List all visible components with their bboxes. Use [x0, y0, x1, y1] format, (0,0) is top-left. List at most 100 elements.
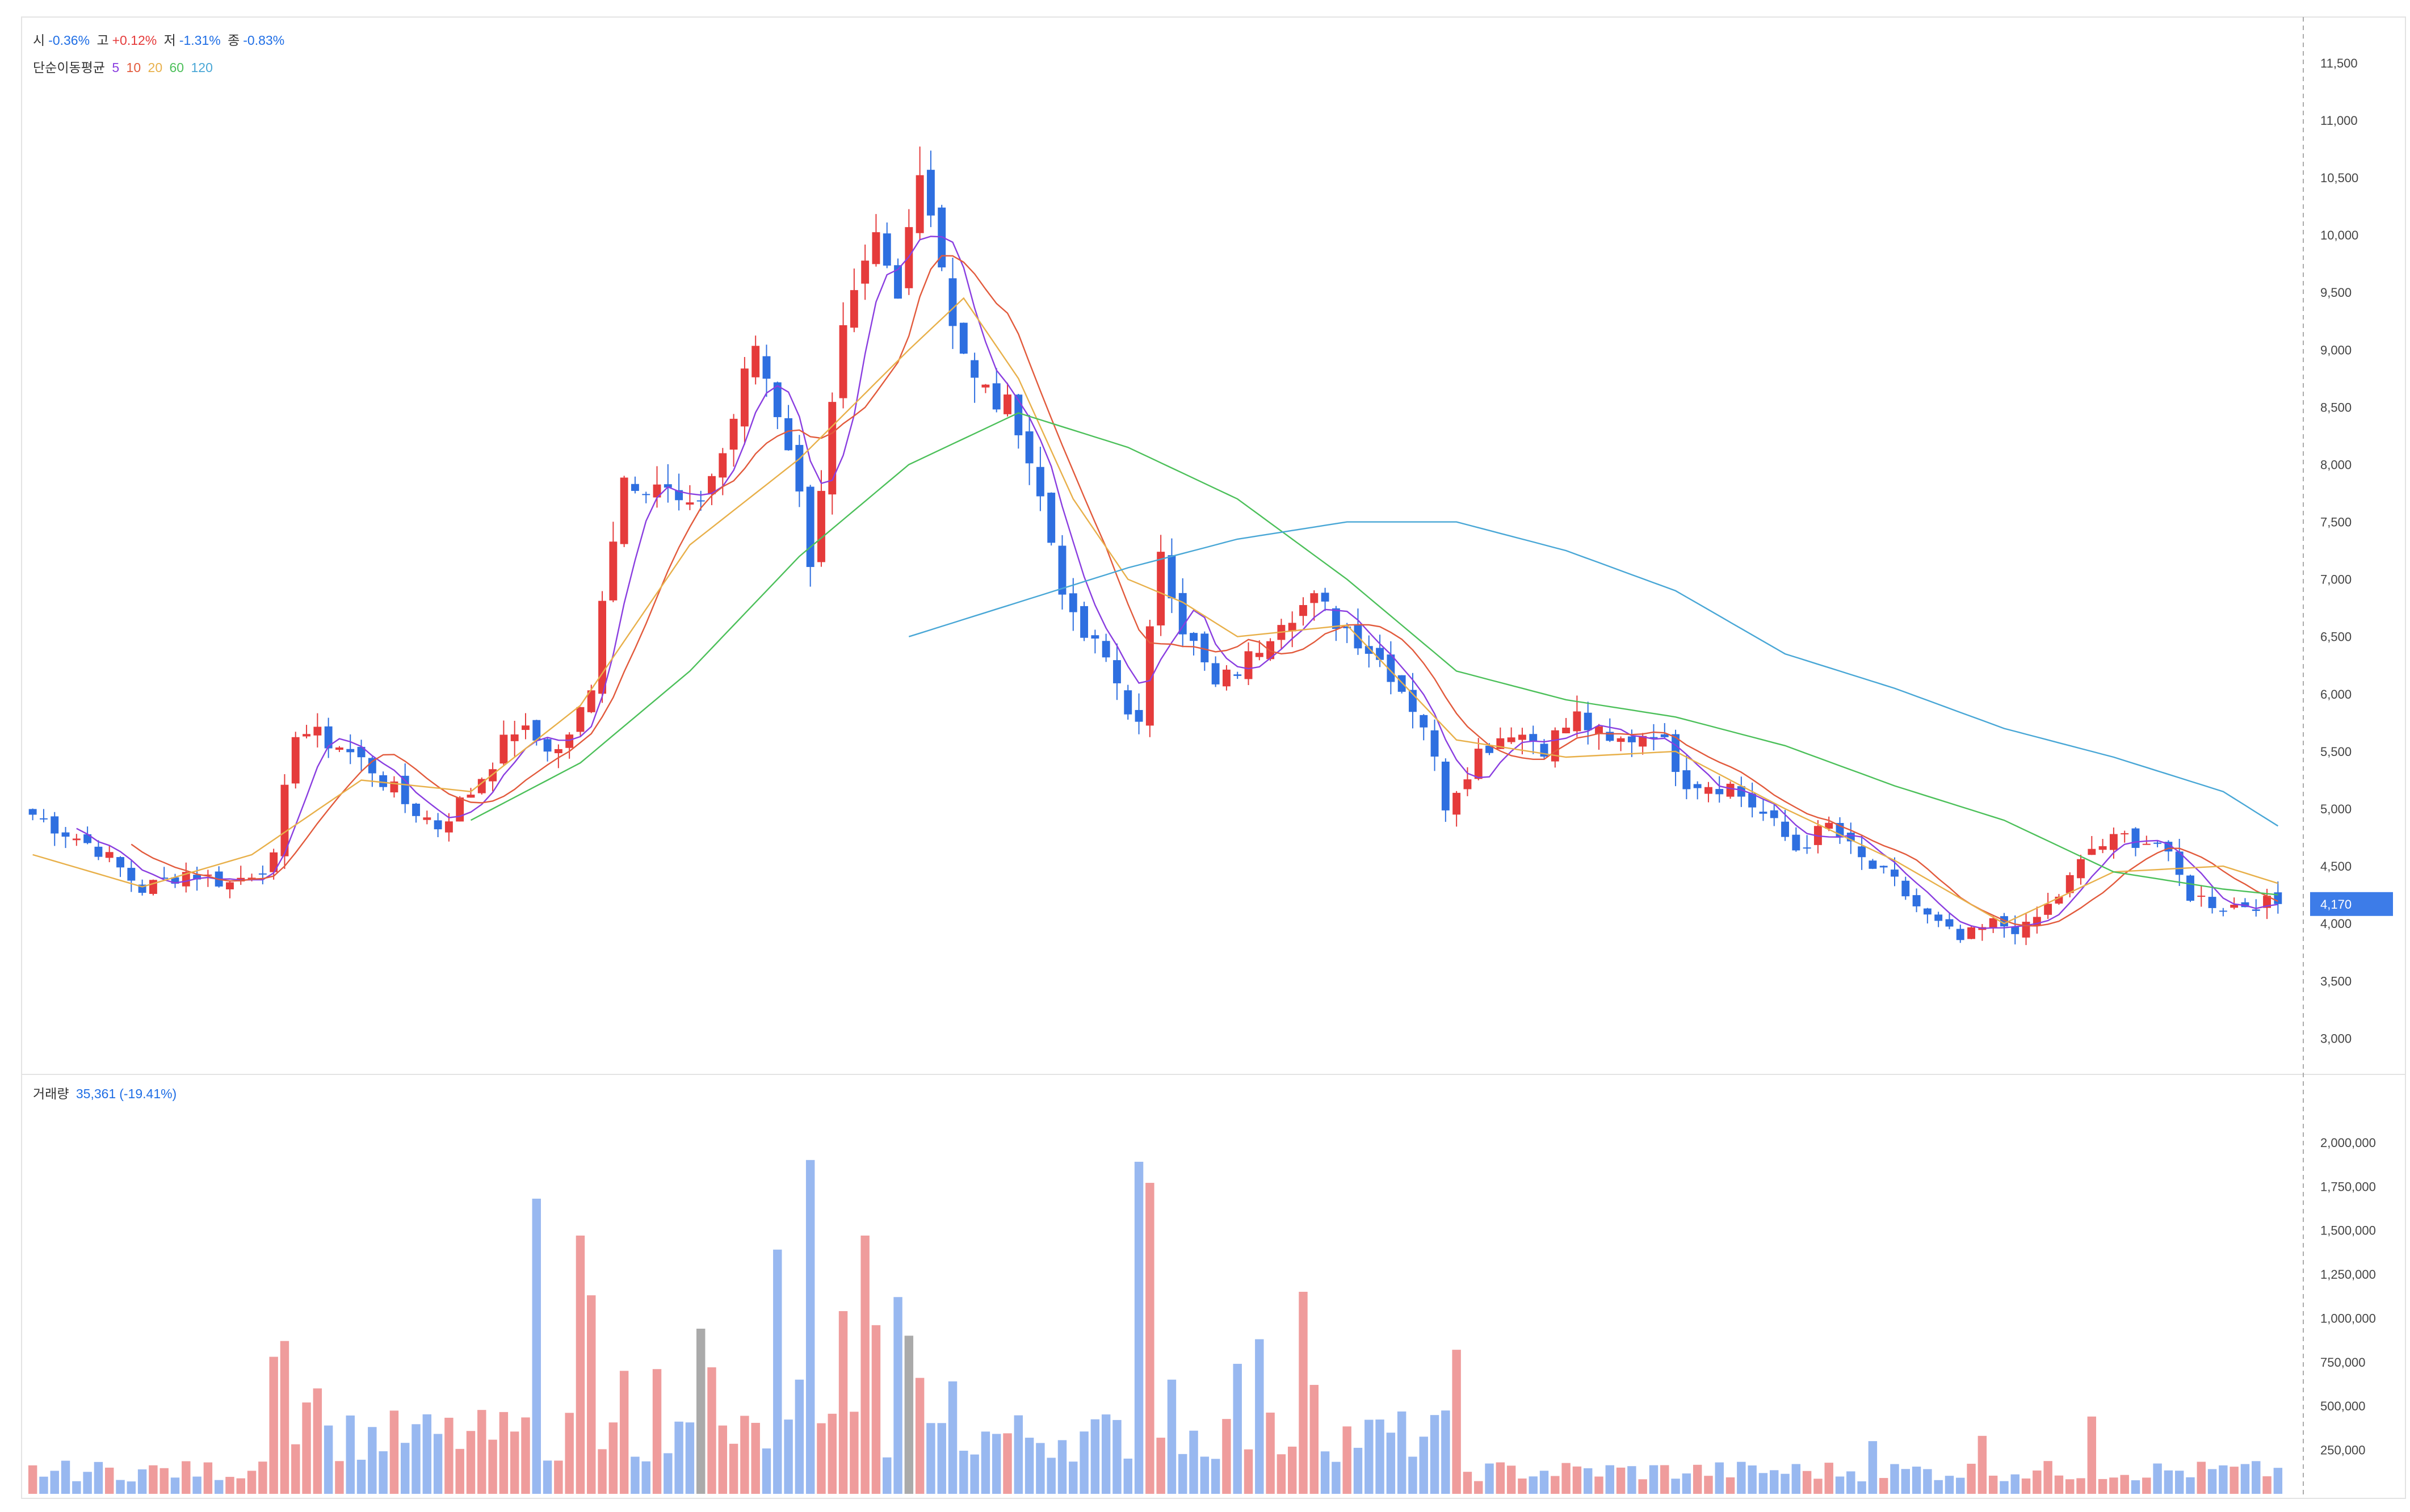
candle: [51, 816, 59, 834]
volume-change: (-19.41%): [119, 1086, 177, 1101]
volume-bar: [346, 1415, 355, 1494]
price-tick-label: 10,000: [2320, 228, 2358, 242]
volume-bar: [1988, 1475, 1998, 1494]
candle: [894, 265, 902, 299]
volume-bar: [1781, 1473, 1790, 1494]
volume-bar: [1758, 1473, 1768, 1494]
volume-bar: [1036, 1443, 1045, 1494]
candle: [2186, 875, 2194, 901]
candle: [1869, 860, 1877, 869]
candle: [1025, 431, 1034, 464]
candle: [1004, 394, 1011, 414]
ma-legend: 단순이동평균 5 10 20 60 120: [33, 57, 216, 76]
candle: [127, 868, 136, 881]
ma10-line: [131, 255, 2278, 927]
price-tick-label: 4,500: [2320, 859, 2352, 873]
volume-bar: [937, 1423, 946, 1494]
volume-bar: [521, 1417, 530, 1494]
volume-bar: [1003, 1433, 1012, 1494]
candle: [686, 502, 694, 505]
volume-bar: [1375, 1419, 1384, 1494]
volume-value: 35,361: [75, 1086, 116, 1101]
volume-bar: [2120, 1475, 2129, 1494]
chart-frame: [21, 16, 2406, 1499]
candle: [981, 384, 990, 388]
volume-bar: [795, 1379, 804, 1494]
candle: [258, 873, 267, 875]
volume-bar: [1594, 1476, 1603, 1494]
candle: [1069, 593, 1077, 612]
candle: [1036, 467, 1044, 497]
volume-bar: [598, 1449, 607, 1494]
volume-bar: [116, 1480, 125, 1494]
volume-bar: [2142, 1477, 2151, 1494]
volume-bar: [2076, 1478, 2085, 1494]
ma20-label: 20: [148, 60, 163, 75]
volume-bar: [50, 1471, 59, 1494]
candle: [412, 804, 420, 816]
volume-bar: [1616, 1467, 1626, 1494]
candle: [72, 838, 81, 841]
volume-bar: [510, 1431, 519, 1494]
volume-bar: [1430, 1415, 1439, 1494]
volume-bar: [838, 1311, 848, 1494]
volume-bar: [1605, 1465, 1615, 1494]
candle: [2263, 896, 2272, 908]
volume-bar: [1123, 1458, 1132, 1494]
volume-bar: [1956, 1477, 1965, 1494]
volume-bar: [214, 1480, 224, 1494]
volume-legend: 거래량 35,361 (-19.41%): [33, 1083, 180, 1102]
volume-bar: [182, 1461, 191, 1494]
volume-bar: [379, 1451, 388, 1494]
volume-bar: [192, 1476, 201, 1494]
candle: [1891, 870, 1899, 877]
candle: [1288, 623, 1296, 632]
candle: [1934, 914, 1943, 921]
candle: [1617, 738, 1625, 742]
volume-bar: [1178, 1454, 1187, 1494]
volume-bar: [543, 1460, 552, 1494]
candle: [1792, 834, 1800, 851]
price-tick-label: 5,000: [2320, 802, 2352, 816]
volume-bar: [433, 1434, 443, 1494]
volume-bar: [1080, 1431, 1089, 1494]
candle: [2077, 859, 2085, 879]
volume-bar: [203, 1462, 213, 1494]
candle: [1956, 929, 1964, 940]
candle: [1825, 822, 1833, 829]
volume-bar: [1693, 1464, 1702, 1494]
candle: [1693, 784, 1702, 788]
candle: [335, 747, 343, 750]
volume-bar: [860, 1235, 870, 1494]
candle: [2000, 916, 2008, 927]
volume-bar: [1737, 1461, 1746, 1494]
volume-bar: [302, 1402, 311, 1494]
candle: [1376, 648, 1384, 660]
volume-bar: [1397, 1411, 1406, 1494]
candle: [806, 486, 814, 567]
candle: [2011, 926, 2019, 934]
price-tick-label: 7,500: [2320, 515, 2352, 530]
candle: [971, 360, 979, 378]
volume-bar: [1813, 1479, 1823, 1494]
volume-bar: [499, 1412, 509, 1494]
volume-bar: [959, 1451, 968, 1494]
volume-bar: [258, 1461, 267, 1494]
candle: [1737, 786, 1745, 797]
volume-bar: [751, 1422, 760, 1494]
volume-bar: [1332, 1461, 1341, 1494]
candle: [291, 737, 300, 784]
candle: [839, 325, 847, 398]
volume-bar: [170, 1477, 180, 1494]
volume-bar: [61, 1460, 70, 1494]
candle: [2197, 896, 2206, 897]
volume-bar: [291, 1444, 300, 1494]
volume-bar: [1572, 1466, 1582, 1494]
volume-bar: [1463, 1472, 1472, 1494]
candle: [1441, 761, 1450, 810]
volume-bar: [1518, 1479, 1527, 1494]
candle: [2208, 897, 2216, 908]
candle: [1759, 812, 1767, 814]
volume-bar: [127, 1481, 136, 1494]
